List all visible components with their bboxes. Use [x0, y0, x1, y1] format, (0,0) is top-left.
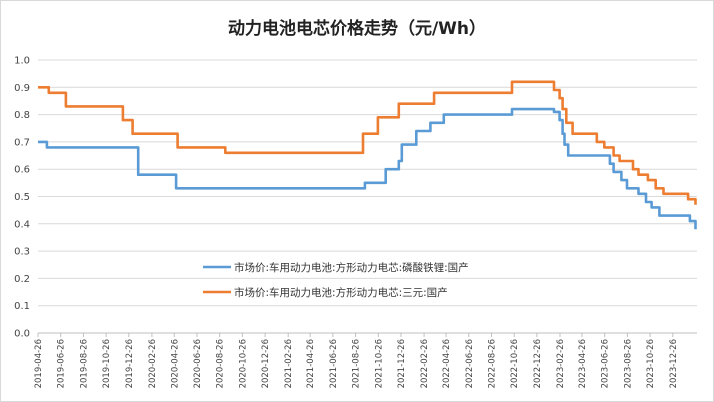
x-tick-label: 2020-06-26: [193, 339, 203, 388]
x-tick-label: 2020-02-26: [148, 339, 158, 388]
x-tick-label: 2021-10-26: [374, 339, 384, 388]
y-tick-label: 0.8: [14, 110, 30, 121]
x-tick-label: 2021-12-26: [397, 339, 407, 388]
chart-title: 动力电池电芯价格走势（元/Wh）: [228, 18, 486, 39]
x-tick-label: 2023-10-26: [646, 339, 656, 388]
x-axis-ticks: 2019-04-26 2019-06-26 2019-08-26 2019-10-26…: [34, 333, 679, 388]
legend: 市场价:车用动力电池:方形动力电芯:磷酸铁锂:国产市场价:车用动力电池:方形动力…: [203, 261, 469, 299]
x-tick-label: 2022-02-26: [420, 339, 430, 388]
x-tick-label: 2023-12-26: [669, 339, 679, 388]
x-tick-label: 2022-06-26: [465, 339, 475, 388]
x-tick-label: 2020-10-26: [238, 339, 248, 388]
x-tick-label: 2021-04-26: [306, 339, 316, 388]
x-tick-label: 2019-04-26: [34, 339, 44, 388]
y-axis-ticks: 0.0 0.1 0.2 0.3 0.4 0.5 0.6 0.7 0.8 0.9 1.0: [14, 56, 30, 340]
y-tick-label: 0.4: [14, 219, 30, 230]
legend-label: 市场价:车用动力电池:方形动力电芯:三元:国产: [234, 286, 448, 299]
x-tick-label: 2020-04-26: [170, 339, 180, 388]
x-tick-label: 2019-06-26: [57, 339, 67, 388]
x-tick-label: 2022-04-26: [442, 339, 452, 388]
x-tick-label: 2022-08-26: [487, 339, 497, 388]
y-tick-label: 0.5: [14, 192, 30, 203]
x-tick-label: 2019-08-26: [79, 339, 89, 388]
y-tick-label: 1.0: [14, 56, 30, 67]
x-tick-label: 2022-12-26: [533, 339, 543, 388]
x-tick-label: 2022-10-26: [510, 339, 520, 388]
series-line-1: [38, 107, 697, 230]
x-tick-label: 2023-08-26: [623, 339, 633, 388]
x-tick-label: 2023-06-26: [601, 339, 611, 388]
y-tick-label: 0.3: [14, 247, 30, 258]
y-tick-label: 0.6: [14, 165, 30, 176]
series-line-2: [38, 80, 697, 205]
series-lines: [38, 80, 697, 230]
gridlines: [38, 59, 697, 334]
y-tick-label: 0.1: [14, 301, 30, 312]
legend-label: 市场价:车用动力电池:方形动力电芯:磷酸铁锂:国产: [234, 261, 469, 274]
y-tick-label: 0.0: [14, 329, 30, 340]
y-tick-label: 0.7: [14, 137, 30, 148]
y-tick-label: 0.2: [14, 274, 30, 285]
x-tick-label: 2020-08-26: [216, 339, 226, 388]
x-tick-label: 2023-04-26: [578, 339, 588, 388]
x-tick-label: 2020-12-26: [261, 339, 271, 388]
x-tick-label: 2019-12-26: [125, 339, 135, 388]
y-tick-label: 0.9: [14, 83, 30, 94]
x-tick-label: 2019-10-26: [102, 339, 112, 388]
x-tick-label: 2023-02-26: [556, 339, 566, 388]
x-tick-label: 2021-02-26: [284, 339, 294, 388]
x-tick-label: 2021-06-26: [329, 339, 339, 388]
x-tick-label: 2021-08-26: [352, 339, 362, 388]
